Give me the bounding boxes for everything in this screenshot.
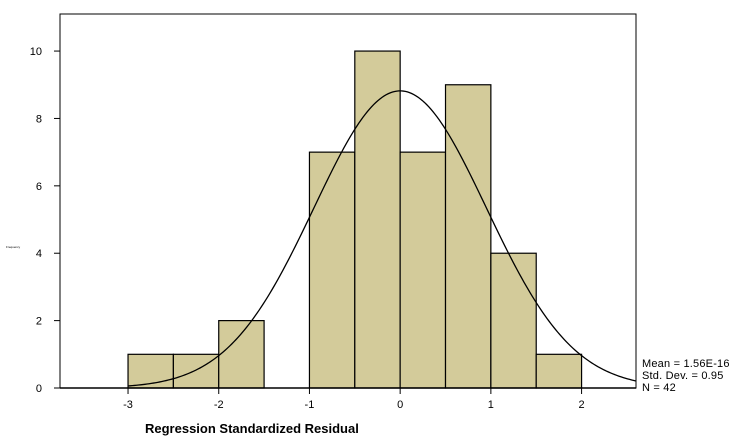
sd-label: Std. Dev. = 0.95 <box>642 370 724 382</box>
x-tick-label: 2 <box>579 399 585 411</box>
x-axis-title: Regression Standardized Residual <box>145 421 359 436</box>
y-axis-title: Frequency <box>6 245 21 249</box>
bar-2 <box>218 320 265 389</box>
y-tick-label: 6 <box>36 181 42 193</box>
bar-1 <box>172 353 220 389</box>
x-tick-label: 0 <box>397 399 403 411</box>
x-tick-label: -3 <box>123 399 133 411</box>
y-tick-label: 10 <box>30 46 42 58</box>
n-label: N = 42 <box>642 382 676 394</box>
bar-8 <box>490 252 537 389</box>
x-tick-label: -2 <box>214 399 224 411</box>
bar-5 <box>354 50 401 389</box>
x-axis-ticks: -3 -2 -1 0 1 2 <box>123 388 585 411</box>
y-tick-label: 8 <box>36 113 42 125</box>
y-axis-ticks: 0 2 4 6 8 10 <box>30 46 60 395</box>
histogram-bars <box>127 50 583 389</box>
x-tick-label: -1 <box>305 399 315 411</box>
x-tick-label: 1 <box>488 399 494 411</box>
stats-box: Mean = 1.56E-16 Std. Dev. = 0.95 N = 42 <box>642 358 730 394</box>
y-tick-label: 4 <box>36 248 42 260</box>
bar-7 <box>444 84 492 389</box>
mean-label: Mean = 1.56E-16 <box>642 358 730 370</box>
bar-0 <box>127 353 174 389</box>
bar-4 <box>308 151 356 389</box>
y-tick-label: 2 <box>36 316 42 328</box>
y-tick-label: 0 <box>36 383 42 395</box>
bar-9 <box>535 353 583 389</box>
bar-6 <box>399 151 447 389</box>
normal-curve <box>127 90 637 387</box>
